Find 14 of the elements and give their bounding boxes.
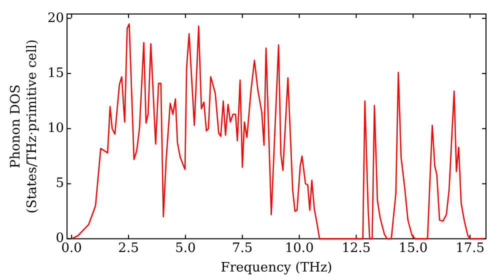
y-tick-label: 15 <box>47 66 64 81</box>
x-axis-title: Frequency (THz) <box>220 260 332 276</box>
y-tick-label: 10 <box>47 120 64 136</box>
x-tick-label: 2.5 <box>118 240 139 256</box>
x-tick-label: 5.0 <box>175 240 196 256</box>
x-tick-label: 12.5 <box>342 240 371 256</box>
x-tick-label: 15.0 <box>398 240 428 256</box>
x-tick-label: 0.0 <box>61 240 82 256</box>
y-tick-label: 20 <box>47 10 64 26</box>
x-tick-label: 17.5 <box>456 240 485 256</box>
x-tick-label: 10.0 <box>284 240 314 256</box>
y-tick-label: 5 <box>56 176 64 192</box>
x-tick-label: 7.5 <box>232 240 253 256</box>
y-axis-title: Phonon DOS (States/THz·primitive cell) <box>8 39 40 214</box>
